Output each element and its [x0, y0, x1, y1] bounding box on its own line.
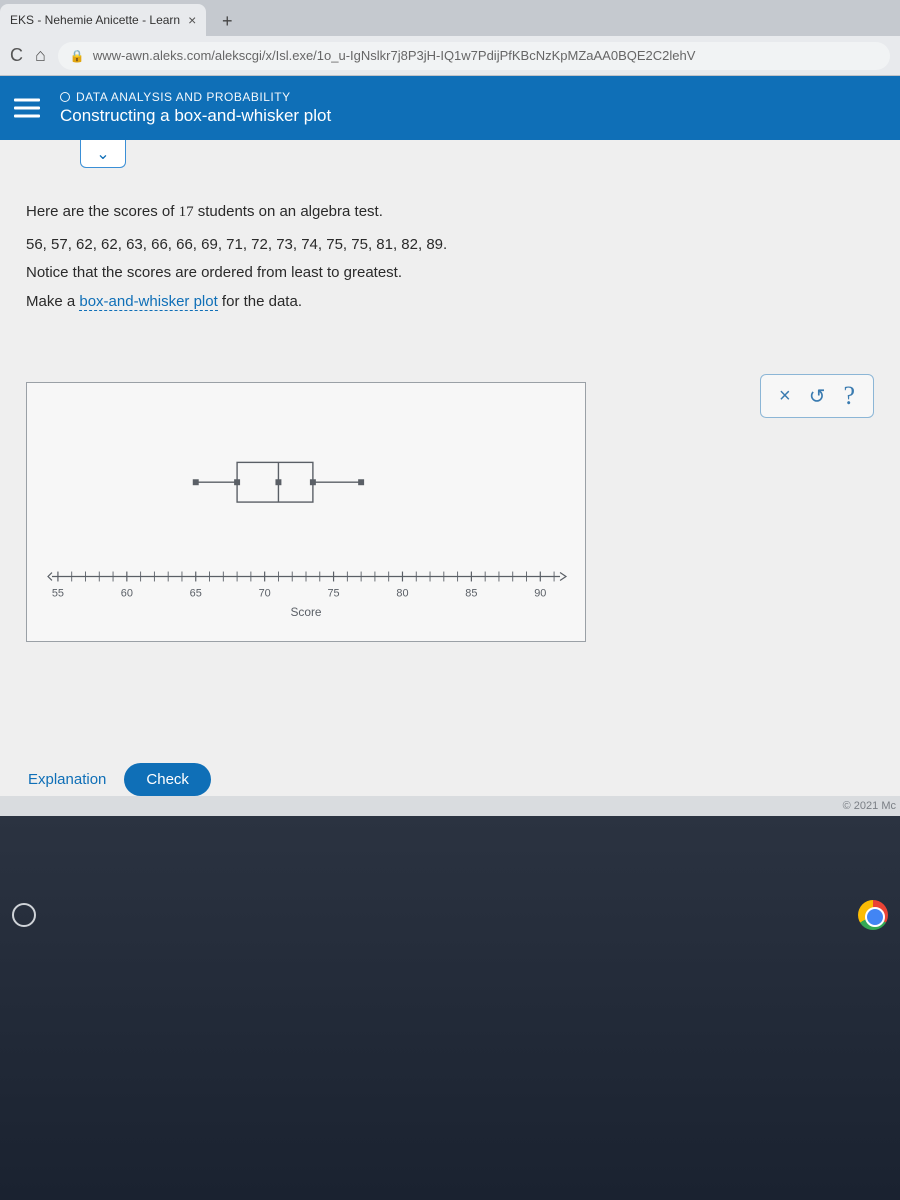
svg-text:75: 75	[327, 587, 339, 599]
home-icon[interactable]: ⌂	[35, 45, 46, 66]
taskbar	[0, 892, 900, 938]
browser-chrome: EKS - Nehemie Anicette - Learn × + C ⌂ 🔒…	[0, 0, 900, 76]
intro-pre: Here are the scores of	[26, 203, 179, 220]
svg-text:85: 85	[465, 587, 477, 599]
category-dot-icon	[60, 92, 70, 102]
svg-text:55: 55	[52, 587, 64, 599]
task-pre: Make a	[26, 293, 79, 310]
new-tab-button[interactable]: +	[212, 6, 242, 36]
footer-copyright: © 2021 Mc	[0, 796, 900, 816]
content-area: DATA ANALYSIS AND PROBABILITY Constructi…	[0, 76, 900, 1200]
svg-text:80: 80	[396, 587, 408, 599]
svg-text:70: 70	[259, 587, 271, 599]
question-body: Here are the scores of 17 students on an…	[0, 140, 900, 332]
notice-line: Notice that the scores are ordered from …	[26, 259, 874, 288]
expand-tab-button[interactable]: ⌄	[80, 140, 126, 168]
cortana-icon[interactable]	[12, 903, 36, 927]
svg-text:90: 90	[534, 587, 546, 599]
help-button[interactable]: ?	[843, 383, 855, 409]
reload-icon[interactable]: C	[10, 45, 23, 66]
address-bar: C ⌂ 🔒 www-awn.aleks.com/alekscgi/x/Isl.e…	[0, 36, 900, 76]
url-text: www-awn.aleks.com/alekscgi/x/Isl.exe/1o_…	[93, 48, 696, 63]
reset-button[interactable]: ×	[779, 385, 791, 408]
menu-icon[interactable]	[14, 99, 40, 118]
tab-bar: EKS - Nehemie Anicette - Learn × +	[0, 0, 900, 36]
url-field[interactable]: 🔒 www-awn.aleks.com/alekscgi/x/Isl.exe/1…	[58, 42, 890, 70]
browser-tab[interactable]: EKS - Nehemie Anicette - Learn ×	[0, 4, 206, 36]
close-tab-icon[interactable]: ×	[188, 12, 196, 28]
task-post: for the data.	[218, 293, 302, 310]
bottom-bar: Explanation Check	[0, 763, 900, 796]
term-link[interactable]: box-and-whisker plot	[79, 293, 217, 311]
chart-svg: 55 60 65 70 75 80 85 90 Score	[27, 383, 585, 641]
check-button[interactable]: Check	[124, 763, 211, 796]
undo-button[interactable]: ↺	[809, 384, 826, 409]
chrome-icon[interactable]	[858, 900, 888, 930]
intro-count: 17	[179, 204, 194, 220]
category-text: DATA ANALYSIS AND PROBABILITY	[76, 90, 291, 104]
boxplot-chart[interactable]: 55 60 65 70 75 80 85 90 Score	[26, 382, 586, 642]
app-area: DATA ANALYSIS AND PROBABILITY Constructi…	[0, 76, 900, 816]
svg-text:60: 60	[121, 587, 133, 599]
data-list: 56, 57, 62, 62, 63, 66, 66, 69, 71, 72, …	[26, 231, 874, 260]
task-line: Make a box-and-whisker plot for the data…	[26, 288, 874, 317]
topic-header: DATA ANALYSIS AND PROBABILITY Constructi…	[0, 76, 900, 140]
topic-category: DATA ANALYSIS AND PROBABILITY	[60, 90, 884, 104]
chevron-down-icon: ⌄	[96, 144, 109, 164]
topic-title: Constructing a box-and-whisker plot	[60, 106, 884, 126]
tab-title: EKS - Nehemie Anicette - Learn	[10, 13, 180, 27]
intro-line: Here are the scores of 17 students on an…	[26, 198, 874, 227]
intro-post: students on an algebra test.	[194, 203, 383, 220]
work-panel: × ↺ ? 55 60 65 70 75 80 85 90 Score	[26, 382, 874, 642]
svg-text:65: 65	[190, 587, 202, 599]
tool-float: × ↺ ?	[760, 374, 874, 418]
explanation-link[interactable]: Explanation	[28, 771, 106, 788]
lock-icon: 🔒	[70, 49, 85, 63]
svg-text:Score: Score	[290, 605, 321, 619]
